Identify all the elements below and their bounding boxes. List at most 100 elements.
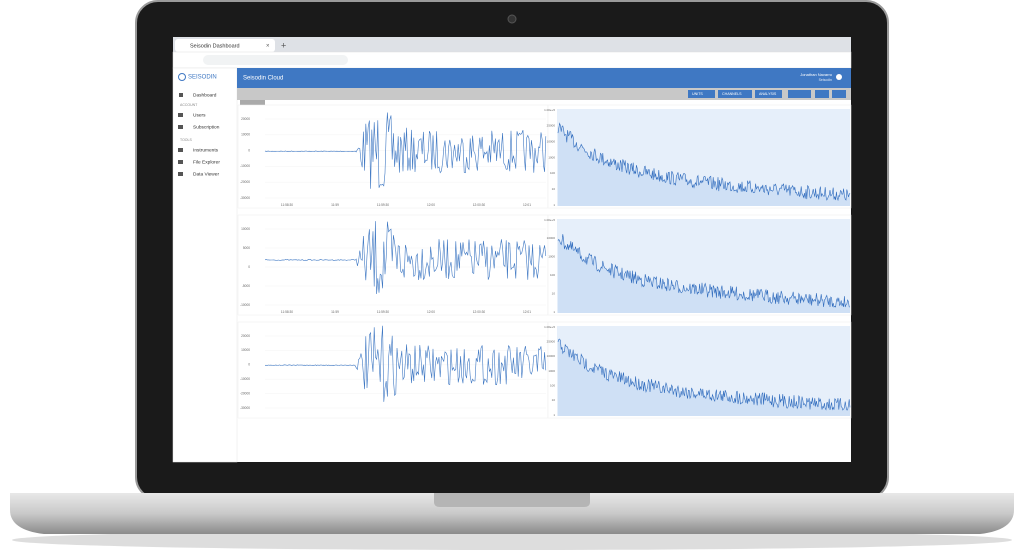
toolbar-button-label: UNITS	[692, 92, 703, 96]
nav-icon	[178, 148, 183, 152]
nav-icon	[178, 113, 183, 117]
y-tick-label: -30000	[240, 406, 250, 410]
y-tick-label: 0	[248, 265, 250, 269]
time-panel	[237, 214, 549, 316]
icon-button[interactable]	[832, 90, 846, 98]
tab[interactable]	[175, 39, 275, 52]
y-tick-label: 1.00e+5	[544, 218, 555, 222]
camera	[507, 14, 517, 24]
shadow	[12, 530, 1012, 550]
laptop-base	[10, 493, 1014, 534]
y-tick-label: 1.00e+5	[544, 108, 555, 112]
y-tick-label: 10	[552, 291, 556, 295]
nav-icon	[178, 160, 183, 164]
y-tick-label: -10000	[240, 377, 250, 381]
x-tick-label: 12:00:30	[473, 203, 486, 207]
y-tick-label: 20000	[241, 334, 250, 338]
app-header	[237, 68, 851, 88]
spectrum-area	[558, 234, 850, 313]
y-tick-label: -30000	[240, 196, 250, 200]
notch	[434, 493, 590, 507]
toolbar-button[interactable]	[718, 90, 752, 98]
y-tick-label: 0	[248, 148, 250, 152]
y-tick-label: 1000	[548, 155, 555, 159]
y-tick-label: 20000	[241, 117, 250, 121]
tab-bar	[173, 37, 851, 52]
user-name: Jonathan Navarro	[800, 72, 833, 77]
new-tab[interactable]: +	[281, 40, 286, 50]
y-tick-label: 25000	[547, 339, 556, 343]
app-title: Seisodin Cloud	[243, 76, 283, 82]
waveform	[264, 112, 547, 189]
y-tick-label: -5000	[242, 284, 250, 288]
y-tick-label: 5000	[243, 246, 250, 250]
waveform	[265, 325, 547, 402]
y-tick-label: 10	[552, 187, 556, 191]
y-tick-label: 100	[550, 171, 555, 175]
x-tick-label: 12:00	[427, 203, 435, 207]
toolbar-button[interactable]	[688, 90, 715, 98]
toolbar-button[interactable]	[755, 90, 782, 98]
user-icon[interactable]	[836, 74, 842, 80]
y-tick-label: 100	[550, 383, 555, 387]
x-tick-label: 11:58:30	[281, 310, 293, 314]
y-tick-label: 1	[553, 413, 555, 417]
nav-item[interactable]: Subscription	[193, 124, 220, 130]
x-tick-label: 11:59:30	[377, 203, 389, 207]
nav-section: ACCOUNT	[180, 103, 198, 107]
x-tick-label: 11:58:30	[281, 203, 293, 207]
y-tick-label: 1	[553, 310, 555, 314]
nav-icon	[178, 172, 183, 176]
time-panel	[237, 104, 549, 209]
y-tick-label: 10000	[547, 236, 556, 240]
user-org: Seisodin	[819, 78, 832, 82]
y-tick-label: 10000	[241, 348, 250, 352]
station-tag	[240, 100, 265, 105]
spectrum-line	[557, 234, 851, 308]
toolbar-button-label: ANALYSIS	[759, 92, 777, 96]
x-tick-label: 12:00	[427, 310, 435, 314]
tab-close[interactable]: ×	[266, 44, 270, 50]
x-tick-label: 11:59	[331, 310, 339, 314]
spectrum-area	[558, 339, 850, 416]
icon-button[interactable]	[815, 90, 829, 98]
url-field[interactable]	[203, 55, 348, 65]
nav-item[interactable]: Dashboard	[193, 92, 217, 98]
y-tick-label: 10	[552, 398, 556, 402]
y-tick-label: 1000	[548, 369, 555, 373]
y-tick-label: 100	[550, 273, 555, 277]
y-tick-label: 10000	[547, 354, 556, 358]
x-tick-label: 12:01	[523, 203, 531, 207]
icon-button[interactable]	[788, 90, 811, 98]
y-tick-label: -20000	[240, 180, 250, 184]
nav-icon	[179, 93, 183, 97]
nav-item[interactable]: Users	[193, 112, 206, 118]
y-tick-label: 1.00e+5	[544, 325, 555, 329]
nav-item[interactable]: Data Viewer	[193, 171, 219, 177]
spectrum-area	[558, 123, 850, 206]
tab-title[interactable]: Seisodin Dashboard	[190, 43, 240, 49]
y-tick-label: 10000	[547, 139, 556, 143]
x-tick-label: 12:00:30	[473, 310, 486, 314]
brand: SEISODIN	[188, 75, 217, 81]
y-tick-label: 0	[248, 363, 250, 367]
y-tick-label: 1	[553, 203, 555, 207]
waveform	[264, 221, 547, 295]
nav-icon	[178, 125, 183, 129]
y-tick-label: 1000	[548, 255, 555, 259]
y-tick-label: 10000	[241, 133, 250, 137]
x-tick-label: 11:59:30	[377, 310, 389, 314]
y-tick-label: -10000	[240, 164, 250, 168]
x-tick-label: 11:59	[331, 203, 339, 207]
y-tick-label: 10000	[241, 227, 250, 231]
nav-item[interactable]: Instruments	[193, 147, 219, 153]
nav-item[interactable]: File Explorer	[193, 159, 220, 165]
y-tick-label: 25000	[547, 124, 556, 128]
toolbar-button-label: CHANNELS	[722, 92, 742, 96]
spectrum-line	[557, 122, 851, 202]
y-tick-label: -20000	[240, 391, 250, 395]
spectrum-line	[557, 338, 851, 411]
brand-logo	[178, 73, 186, 81]
